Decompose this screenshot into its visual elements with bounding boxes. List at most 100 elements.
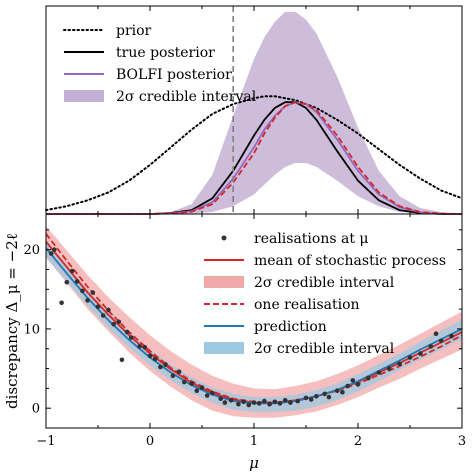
realisation-point [158, 364, 163, 370]
bottom-legend-label: one realisation [254, 297, 360, 313]
top-ticks [45, 6, 463, 214]
realisation-point [418, 351, 423, 356]
realisation-point [334, 388, 340, 394]
top-plot-area [45, 6, 463, 215]
realisation-point [397, 361, 402, 367]
bottom-red-credible-band [46, 225, 462, 418]
realisation-point [350, 378, 356, 383]
bottom-panel: −1 0 1 2 3 0 10 20 realisations at μ mean of sto… [3, 213, 466, 472]
bottom-legend-label: mean of stochastic process [254, 253, 446, 269]
top-legend-label: true posterior [116, 45, 215, 61]
realisation-point [326, 394, 332, 400]
x-axis-label: μ [249, 454, 259, 472]
realisation-point [210, 390, 215, 396]
realisation-point [199, 385, 205, 390]
realisation-point [345, 383, 350, 389]
realisation-point [48, 251, 54, 256]
x-tick-label: −1 [36, 434, 55, 449]
realisation-point [64, 279, 70, 285]
realisation-point [142, 344, 148, 350]
realisation-point [303, 395, 309, 401]
bottom-legend-label: 2σ credible interval [254, 275, 395, 291]
realisation-point [282, 398, 288, 403]
realisation-point [222, 400, 228, 405]
realisation-point [262, 398, 267, 404]
top-legend-label: prior [116, 23, 152, 39]
x-tick-label: 0 [146, 434, 154, 449]
realisation-point [241, 399, 246, 405]
realisation-point [182, 379, 187, 385]
realisation-point [407, 355, 413, 360]
realisation-point [366, 375, 371, 381]
realisation-point [449, 333, 454, 339]
realisation-point [288, 400, 293, 405]
bottom-legend-label: prediction [254, 319, 327, 335]
bottom-legend: realisations at μ mean of stochastic proc… [204, 231, 446, 357]
realisation-point [119, 357, 125, 363]
realisation-point [152, 356, 158, 362]
realisation-point [137, 344, 142, 349]
realisation-point [322, 391, 328, 397]
realisation-point [438, 338, 444, 344]
y-tick-label: 0 [32, 402, 40, 417]
realisation-point [59, 300, 64, 306]
bottom-legend-label: realisations at μ [254, 231, 369, 247]
top-legend: prior true posterior BOLFI posterior 2σ cre… [63, 23, 257, 105]
realisation-point [314, 394, 319, 399]
realisation-point [85, 298, 90, 303]
realisation-point [170, 373, 176, 379]
realisation-point [246, 402, 252, 408]
top-legend-label: BOLFI posterior [116, 67, 232, 83]
realisation-point [90, 290, 96, 295]
realisation-point [106, 307, 111, 313]
realisation-point [74, 279, 80, 284]
realisation-point [228, 398, 234, 403]
realisation-point [111, 321, 116, 327]
realisation-point [376, 370, 382, 375]
realisation-point [80, 288, 85, 294]
top-dashed-posterior-line [46, 101, 463, 215]
realisation-point [295, 398, 301, 404]
realisation-point [251, 400, 257, 405]
top-prior-line [45, 95, 463, 212]
realisation-point [267, 401, 272, 407]
realisation-point [189, 381, 194, 386]
realisation-point [428, 344, 434, 349]
bottom-legend-label: 2σ credible interval [254, 341, 395, 357]
realisation-point [194, 388, 200, 394]
bottom-legend-handle [204, 342, 244, 354]
realisation-point [308, 397, 314, 402]
realisation-point [116, 319, 122, 325]
x-tick-label: 2 [354, 434, 362, 449]
realisation-point [355, 382, 361, 387]
realisation-point [256, 401, 262, 406]
y-tick-label: 20 [23, 243, 40, 258]
top-panel: prior true posterior BOLFI posterior 2σ cre… [45, 5, 463, 215]
realisation-point [69, 268, 75, 274]
realisation-point [236, 401, 241, 407]
realisation-point [95, 304, 101, 310]
bottom-plot-area [45, 225, 463, 418]
realisation-point [147, 353, 153, 359]
top-legend-handle [64, 90, 104, 102]
realisation-point [340, 390, 345, 395]
realisation-point [129, 335, 134, 340]
y-tick-label: 10 [23, 322, 40, 337]
realisation-point [163, 362, 168, 367]
realisation-point [277, 401, 283, 406]
bottom-legend-handle [221, 235, 227, 241]
realisation-point [386, 366, 392, 371]
realisation-point [272, 399, 278, 405]
top-legend-label: 2σ credible interval [116, 89, 257, 105]
realisation-point [124, 329, 130, 335]
x-tick-label: 1 [250, 434, 258, 449]
realisation-point [176, 369, 182, 375]
realisation-point [204, 393, 210, 398]
realisation-point [52, 247, 57, 252]
y-axis-label: discrepancy Δ_μ = −2ℓ [3, 233, 21, 409]
x-tick-label: 3 [458, 434, 466, 449]
bottom-ticks: −1 0 1 2 3 0 10 20 [23, 214, 466, 449]
realisation-point [218, 396, 223, 402]
bottom-legend-handle [204, 276, 244, 288]
